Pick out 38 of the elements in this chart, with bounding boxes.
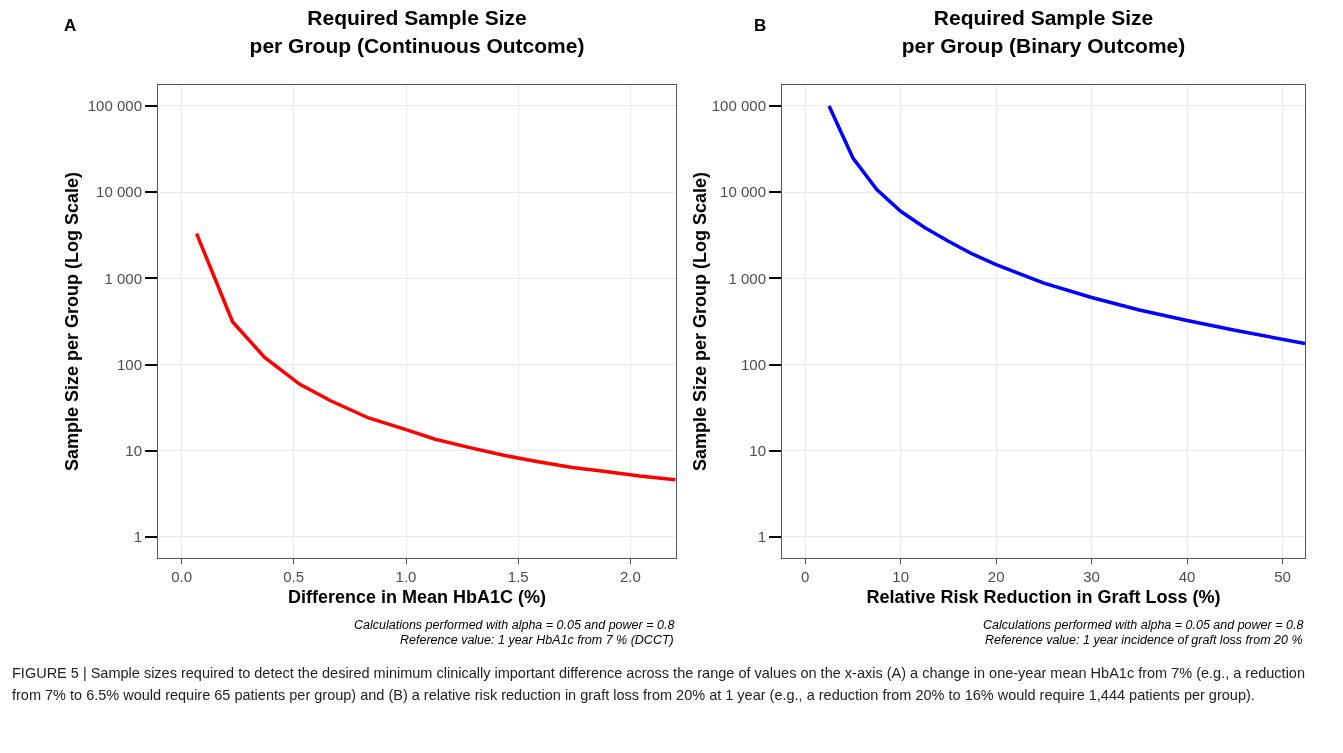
line-series xyxy=(827,104,1305,346)
x-axis-title: Relative Risk Reduction in Graft Loss (%) xyxy=(866,587,1221,608)
x-tick-label: 1.0 xyxy=(395,568,417,585)
x-tick-label: 0.5 xyxy=(283,568,305,585)
y-tick-label: 1 000 xyxy=(728,269,766,287)
x-axis-title: Difference in Mean HbA1C (%) xyxy=(287,587,547,608)
x-tick-label: 40 xyxy=(1178,568,1196,585)
chart-title: Required Sample Size per Group (Continuous Outcome) xyxy=(249,6,585,57)
y-tick-label: 100 xyxy=(116,355,142,373)
text: A xyxy=(64,16,77,35)
y-axis-title: Sample Size per Group (Log Scale) xyxy=(690,171,710,472)
text: Calculations performed with alpha = 0.05 and power = 0.8 xyxy=(983,618,1304,632)
text: B xyxy=(754,16,767,35)
y-tick-label: 100 000 xyxy=(711,97,766,115)
y-tick-label: 10 000 xyxy=(720,183,766,201)
y-tick-label: 1 xyxy=(133,528,142,546)
line-series xyxy=(194,231,676,482)
x-tick-label: 20 xyxy=(987,568,1005,585)
caption: FIGURE 5 | Sample sizes required to detect the desired minimum clinically important difference across the range of values on the x-axis (A) a change in one-year mean HbA1c from 7% (e.g., a reduction from 7% to 6.5% would require 65 patients per group) and (B) a relative risk reduction in graft loss from 20% at 1 year (e.g., a reduction from 20% to 16% would require 1,444 patients per group). xyxy=(12,664,1306,705)
x-tick-label: 1.5 xyxy=(507,568,529,585)
text: Reference value: 1 year incidence of graft loss from 20 % xyxy=(985,633,1303,647)
y-tick-label: 10 000 xyxy=(96,183,142,201)
x-tick-label: 2.0 xyxy=(620,568,641,585)
text: Calculations performed with alpha = 0.05 and power = 0.8 xyxy=(354,618,675,632)
text: Reference value: 1 year HbA1c from 7 % (DCCT) xyxy=(400,633,674,647)
x-tick-label: 50 xyxy=(1274,568,1291,585)
y-tick-label: 100 000 xyxy=(87,97,142,115)
x-tick-label: 0 xyxy=(801,568,810,585)
y-tick-label: 10 xyxy=(749,442,766,459)
y-tick-label: 1 xyxy=(757,528,766,546)
x-tick-label: 10 xyxy=(892,568,910,585)
y-tick-label: 1 000 xyxy=(104,269,142,287)
y-axis-title: Sample Size per Group (Log Scale) xyxy=(61,171,82,472)
chart-title: Required Sample Size per Group (Binary Outcome) xyxy=(901,6,1186,57)
y-tick-label: 100 xyxy=(740,355,766,373)
x-tick-label: 0.0 xyxy=(171,568,192,585)
x-tick-label: 30 xyxy=(1083,568,1100,585)
y-tick-label: 10 xyxy=(125,442,142,459)
